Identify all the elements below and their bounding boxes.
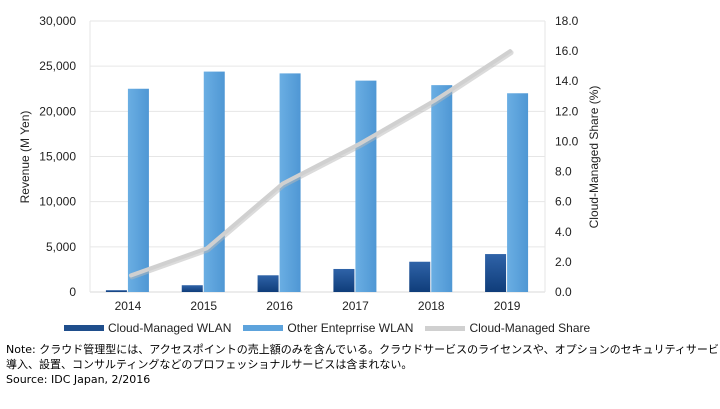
x-tick-label: 2016 [266, 299, 293, 313]
y-tick-label: 20,000 [39, 104, 76, 118]
legend-item-other-enterprise-wlan: Other Enteprrise WLAN [243, 321, 413, 335]
y2-tick-label: 10.0 [555, 134, 579, 148]
note-line-1: Note: クラウド管理型には、アクセスポイントの売上額のみを含んでいる。クラウ… [6, 343, 720, 356]
bar-cloud-managed-wlan [257, 275, 279, 292]
cloud-managed-share-line [128, 49, 513, 278]
legend-swatch-dark-blue [64, 325, 104, 331]
chart-note: Note: クラウド管理型には、アクセスポイントの売上額のみを含んでいる。クラウ… [6, 342, 720, 387]
bar-other-enterprise-wlan [355, 80, 377, 293]
legend-label: Cloud-Managed WLAN [108, 321, 232, 335]
x-tick-label: 2014 [115, 299, 142, 313]
left-axis-title: Revenue (M Yen) [18, 111, 32, 204]
y2-tick-label: 6.0 [555, 195, 572, 209]
x-tick-label: 2019 [494, 299, 521, 313]
right-axis-ticks: 0.0 2.0 4.0 6.0 8.0 10.0 12.0 14.0 16.0 18.0 [555, 14, 579, 299]
legend-label: Other Enteprrise WLAN [287, 321, 414, 335]
y-tick-label: 5,000 [46, 240, 76, 254]
x-tick-label: 2017 [342, 299, 369, 313]
bar-cloud-managed-wlan [409, 261, 431, 292]
y2-tick-label: 8.0 [555, 165, 572, 179]
share-line [128, 49, 514, 280]
y-tick-label: 15,000 [39, 150, 76, 164]
bar-cloud-managed-wlan [181, 285, 203, 292]
gridlines [90, 20, 545, 293]
note-line-2: 導入、設置、コンサルティングなどのプロフェッショナルサービスは含まれない。 [6, 358, 413, 371]
bar-cloud-managed-wlan [105, 290, 127, 292]
y2-tick-label: 16.0 [555, 44, 579, 58]
legend-item-cloud-managed-wlan: Cloud-Managed WLAN [64, 321, 231, 335]
y-tick-label: 10,000 [39, 195, 76, 209]
bar-other-enterprise-wlan [431, 85, 453, 293]
left-axis-ticks: 0 5,000 10,000 15,000 20,000 25,000 30,000 [39, 14, 76, 299]
plot-frame [89, 21, 546, 292]
y2-tick-label: 14.0 [555, 74, 579, 88]
y-tick-label: 30,000 [39, 14, 76, 28]
y2-tick-label: 4.0 [555, 225, 572, 239]
bar-other-enterprise-wlan [127, 88, 149, 292]
legend: Cloud-Managed WLAN Other Enteprrise WLAN… [64, 320, 602, 336]
x-tick-label: 2015 [190, 299, 217, 313]
y2-tick-label: 0.0 [555, 285, 572, 299]
y2-tick-label: 12.0 [555, 104, 579, 118]
source-line: Source: IDC Japan, 2/2016 [6, 373, 151, 386]
bars [105, 71, 529, 293]
legend-item-cloud-managed-share: Cloud-Managed Share [425, 321, 590, 335]
legend-label: Cloud-Managed Share [469, 321, 591, 335]
bar-cloud-managed-wlan [485, 254, 507, 292]
y2-tick-label: 2.0 [555, 255, 572, 269]
bar-other-enterprise-wlan [203, 71, 225, 292]
legend-swatch-light-blue [243, 325, 284, 331]
legend-swatch-gray-line [425, 325, 466, 331]
y-tick-label: 25,000 [39, 59, 76, 73]
combo-chart: 0 5,000 10,000 15,000 20,000 25,000 30,000 0.0… [18, 14, 601, 313]
x-tick-label: 2018 [418, 299, 445, 313]
y-tick-label: 0 [69, 285, 76, 299]
bar-cloud-managed-wlan [333, 268, 355, 292]
right-axis-title: Cloud-Managed Share (%) [587, 86, 601, 229]
bar-other-enterprise-wlan [507, 93, 529, 293]
y2-tick-label: 18.0 [555, 14, 579, 28]
x-axis-ticks: 2014 2015 2016 2017 2018 2019 [115, 299, 521, 313]
